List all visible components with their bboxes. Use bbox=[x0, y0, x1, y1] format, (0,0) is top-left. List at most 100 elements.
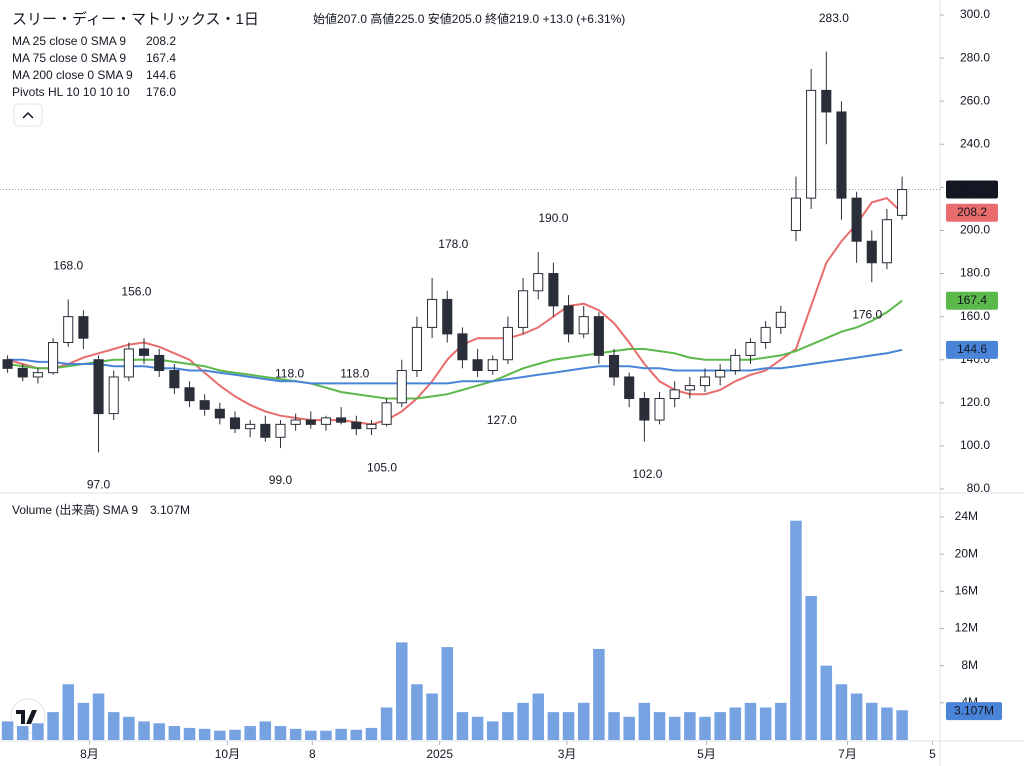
indicator-value: 144.6 bbox=[146, 68, 176, 82]
candle-body bbox=[32, 372, 43, 378]
candle-body bbox=[381, 402, 392, 425]
volume-bar bbox=[653, 712, 666, 740]
ohlc-value: 225.0 bbox=[394, 12, 424, 26]
candle-body bbox=[790, 197, 802, 231]
ma-line bbox=[7, 196, 903, 426]
y-tick-label: 20M bbox=[955, 546, 978, 560]
y-tick-label: 260.0 bbox=[960, 93, 990, 107]
price-badge-label: 144.6 bbox=[957, 342, 987, 356]
volume-bar bbox=[502, 712, 514, 740]
volume-bar bbox=[729, 707, 742, 740]
candle-body bbox=[275, 423, 286, 438]
y-tick-label: 180.0 bbox=[960, 266, 990, 280]
volume-bar bbox=[32, 723, 44, 740]
volume-bar bbox=[744, 702, 757, 740]
volume-bar bbox=[411, 684, 423, 740]
candle-body bbox=[881, 219, 892, 264]
price-badge-label: 208.2 bbox=[957, 205, 987, 219]
change: +13.0 bbox=[543, 12, 574, 26]
volume-bar bbox=[577, 702, 590, 740]
volume-bar bbox=[47, 712, 59, 740]
pivot-label: 283.0 bbox=[819, 11, 849, 25]
indicator-value: 208.2 bbox=[146, 34, 176, 48]
ohlc-name: 高値 bbox=[370, 11, 394, 26]
volume-bar bbox=[123, 716, 135, 740]
y-tick-label: 100.0 bbox=[960, 438, 990, 452]
volume-bar bbox=[168, 726, 181, 740]
candle-body bbox=[366, 423, 377, 430]
candle-body bbox=[442, 298, 453, 335]
y-tick-label: 200.0 bbox=[960, 223, 990, 237]
candle-body bbox=[245, 423, 256, 430]
y-tick-label: 16M bbox=[955, 584, 978, 598]
candle-body bbox=[593, 316, 604, 356]
volume-bar bbox=[805, 595, 817, 740]
pivot-label: 118.0 bbox=[340, 366, 369, 380]
volume-bar bbox=[92, 693, 105, 740]
volume-bar bbox=[183, 727, 196, 740]
candle-body bbox=[684, 385, 695, 391]
volume-bar bbox=[396, 642, 408, 740]
indicator-name: MA 25 close 0 SMA 9 bbox=[12, 34, 126, 48]
collapse-button[interactable] bbox=[13, 103, 43, 127]
pivot-label: 156.0 bbox=[121, 284, 151, 298]
pivot-label: 190.0 bbox=[538, 211, 568, 225]
price-badge bbox=[946, 291, 998, 310]
y-tick-label: 8M bbox=[961, 658, 978, 672]
candle-body bbox=[63, 316, 74, 343]
candle-body bbox=[775, 311, 786, 328]
volume-bar bbox=[714, 712, 726, 740]
pivot-label: 118.0 bbox=[275, 366, 304, 380]
volume-badge-label: 3.107M bbox=[954, 703, 994, 717]
x-tick-label: 2025 bbox=[426, 747, 453, 761]
candle-body bbox=[760, 326, 771, 343]
candle-body bbox=[336, 417, 347, 423]
volume-bar bbox=[547, 712, 560, 740]
volume-bar bbox=[138, 721, 150, 740]
volume-bar bbox=[426, 693, 438, 740]
x-tick-label: 5月 bbox=[697, 747, 716, 761]
candle-body bbox=[669, 389, 680, 400]
volume-bar bbox=[274, 726, 287, 740]
volume-bar bbox=[153, 723, 165, 740]
candle-body bbox=[169, 370, 180, 389]
y-tick-label: 80.0 bbox=[967, 481, 991, 495]
ohlc-value: 205.0 bbox=[452, 12, 482, 26]
candle-body bbox=[730, 354, 741, 371]
candle-body bbox=[17, 367, 28, 378]
volume-bar bbox=[759, 707, 772, 740]
candle-body bbox=[806, 89, 817, 199]
candle-body bbox=[457, 333, 468, 361]
candle-body bbox=[472, 359, 483, 371]
candle-body bbox=[351, 421, 362, 430]
candle-body bbox=[866, 240, 877, 264]
volume-bar bbox=[684, 712, 696, 740]
candle-body bbox=[518, 290, 529, 328]
ohlc-value: 207.0 bbox=[337, 12, 367, 26]
candle-body bbox=[578, 316, 589, 335]
volume-bar bbox=[820, 665, 833, 740]
indicator-name: MA 75 close 0 SMA 9 bbox=[12, 51, 126, 65]
volume-badge bbox=[946, 702, 1002, 721]
candle-body bbox=[533, 273, 544, 292]
volume-bar bbox=[896, 710, 908, 740]
volume-bar bbox=[517, 702, 529, 740]
volume-bar bbox=[866, 702, 878, 740]
candle-body bbox=[305, 419, 316, 425]
candle-body bbox=[715, 370, 726, 378]
volume-bar bbox=[790, 520, 802, 740]
pivot-label: 97.0 bbox=[87, 478, 111, 492]
volume-bar bbox=[214, 730, 226, 740]
candle-body bbox=[411, 326, 422, 371]
ohlc-value: 219.0 bbox=[509, 12, 539, 26]
volume-bar bbox=[107, 712, 120, 740]
price-badge-label: 167.4 bbox=[957, 293, 987, 307]
y-tick-label: 24M bbox=[955, 509, 978, 523]
volume-bar bbox=[471, 716, 484, 740]
indicator-value: 167.4 bbox=[146, 51, 176, 65]
y-tick-label: 12M bbox=[955, 621, 978, 635]
pivot-label: 105.0 bbox=[367, 460, 397, 474]
candle-body bbox=[199, 400, 210, 410]
candle-body bbox=[184, 387, 195, 402]
volume-bar bbox=[259, 721, 272, 740]
